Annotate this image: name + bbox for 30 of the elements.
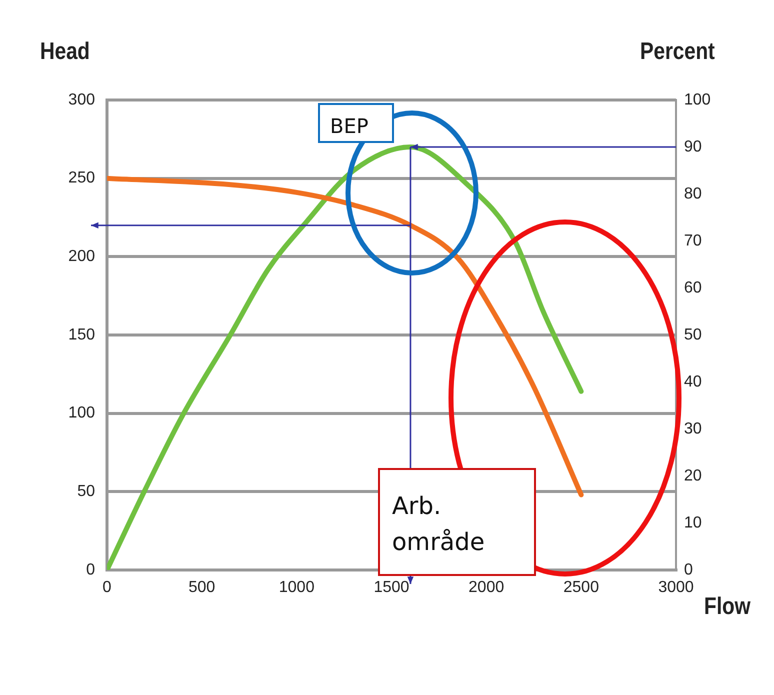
y-tick-label: 200	[68, 248, 96, 266]
y-tick-label: 50	[77, 483, 96, 500]
x-tick-label: 500	[188, 579, 216, 596]
annotation: Arb. område	[378, 468, 536, 576]
x-tick-label: 3000	[658, 579, 694, 596]
y2-tick-label: 10	[684, 514, 702, 532]
x-tick-label: 0	[102, 579, 112, 596]
y2-tick-label: 80	[684, 185, 702, 202]
y-axis-title: Head	[40, 38, 90, 66]
x-tick-label: 2500	[563, 579, 600, 596]
y-tick-label: 250	[68, 170, 96, 187]
annotation: BEP	[318, 103, 394, 143]
y-tick-label: 300	[68, 91, 96, 108]
y2-tick-label: 0	[684, 561, 693, 578]
y2-tick-label: 40	[684, 373, 702, 390]
x-tick-label: 2000	[468, 579, 504, 596]
y2-tick-label: 60	[684, 279, 702, 296]
y2-tick-label: 90	[684, 138, 702, 156]
y2-tick-label: 100	[684, 91, 711, 108]
y2-tick-label: 20	[684, 467, 702, 484]
y2-tick-label: 50	[684, 326, 702, 344]
y-tick-label: 150	[68, 326, 96, 344]
y2-axis-title: Percent	[640, 38, 715, 66]
x-tick-label: 1500	[374, 579, 410, 596]
y2-tick-label: 30	[684, 420, 702, 438]
x-tick-label: 1000	[278, 579, 315, 596]
y2-tick-label: 70	[684, 232, 702, 250]
y-tick-label: 0	[86, 561, 96, 578]
x-axis-title: Flow	[704, 593, 750, 621]
y-tick-label: 100	[68, 404, 96, 422]
